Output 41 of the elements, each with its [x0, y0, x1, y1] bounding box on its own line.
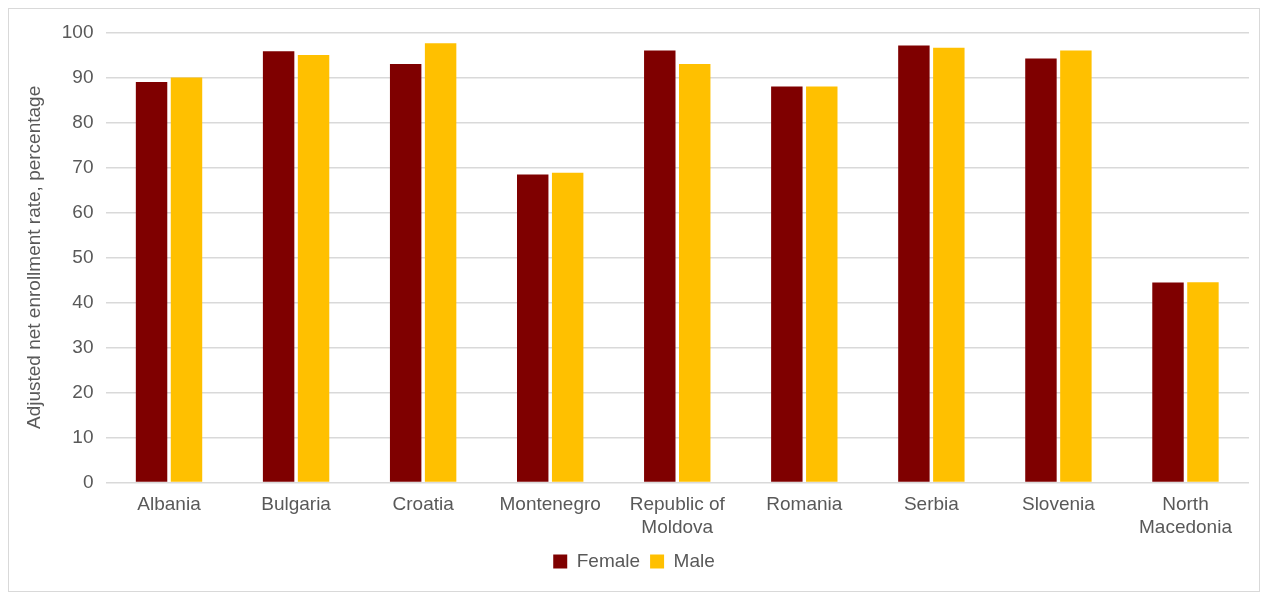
bar — [1060, 50, 1092, 482]
x-tick-label: Bulgaria — [261, 493, 332, 515]
y-tick-label: 0 — [82, 470, 94, 492]
bar — [170, 77, 203, 482]
x-tick-label: Slovenia — [1021, 493, 1096, 515]
y-axis-title: Adjusted net enrollment rate, percentage — [22, 85, 44, 430]
y-tick-label: 100 — [61, 20, 94, 42]
bar — [933, 47, 965, 482]
y-tick-label: 20 — [72, 380, 94, 402]
bar — [771, 86, 803, 482]
bar — [806, 86, 838, 482]
bar — [1025, 58, 1057, 482]
bar — [679, 63, 711, 482]
bar — [297, 54, 330, 482]
y-tick-label: 30 — [72, 335, 94, 357]
y-tick-label: 50 — [72, 245, 94, 267]
bar — [1187, 282, 1219, 482]
y-tick-label: 40 — [72, 290, 94, 312]
y-tick-label: 80 — [72, 110, 94, 132]
x-tick-label: North Macedonia — [1139, 493, 1233, 537]
y-tick-label: 10 — [72, 425, 94, 447]
x-tick-label: Croatia — [392, 493, 455, 515]
y-tick-label: 60 — [72, 200, 94, 222]
bar — [517, 174, 549, 482]
x-tick-label: Serbia — [903, 493, 960, 515]
bar — [262, 51, 295, 482]
bar — [644, 50, 676, 482]
bar — [551, 172, 584, 482]
bar — [389, 63, 422, 482]
x-tick-label: Albania — [137, 493, 202, 515]
legend-label: Male — [673, 549, 715, 571]
bar — [135, 81, 168, 482]
x-tick-label: Republic of Moldova — [629, 493, 726, 537]
bar — [1152, 282, 1184, 482]
bar — [898, 45, 930, 482]
legend-label: Female — [576, 549, 641, 571]
x-tick-label: Montenegro — [499, 493, 601, 515]
x-tick-label: Romania — [766, 493, 843, 515]
y-tick-label: 70 — [72, 155, 94, 177]
bar — [424, 43, 457, 482]
y-tick-label: 90 — [72, 65, 94, 87]
